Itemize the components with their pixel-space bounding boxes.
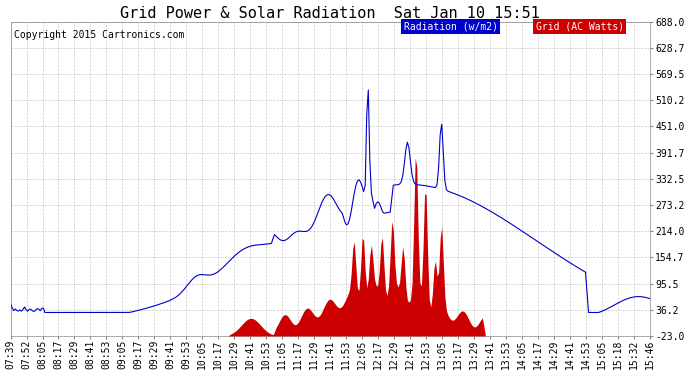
Title: Grid Power & Solar Radiation  Sat Jan 10 15:51: Grid Power & Solar Radiation Sat Jan 10 … bbox=[120, 6, 540, 21]
Text: Grid (AC Watts): Grid (AC Watts) bbox=[535, 22, 624, 32]
Text: Copyright 2015 Cartronics.com: Copyright 2015 Cartronics.com bbox=[14, 30, 184, 40]
Text: Radiation (w/m2): Radiation (w/m2) bbox=[404, 22, 497, 32]
